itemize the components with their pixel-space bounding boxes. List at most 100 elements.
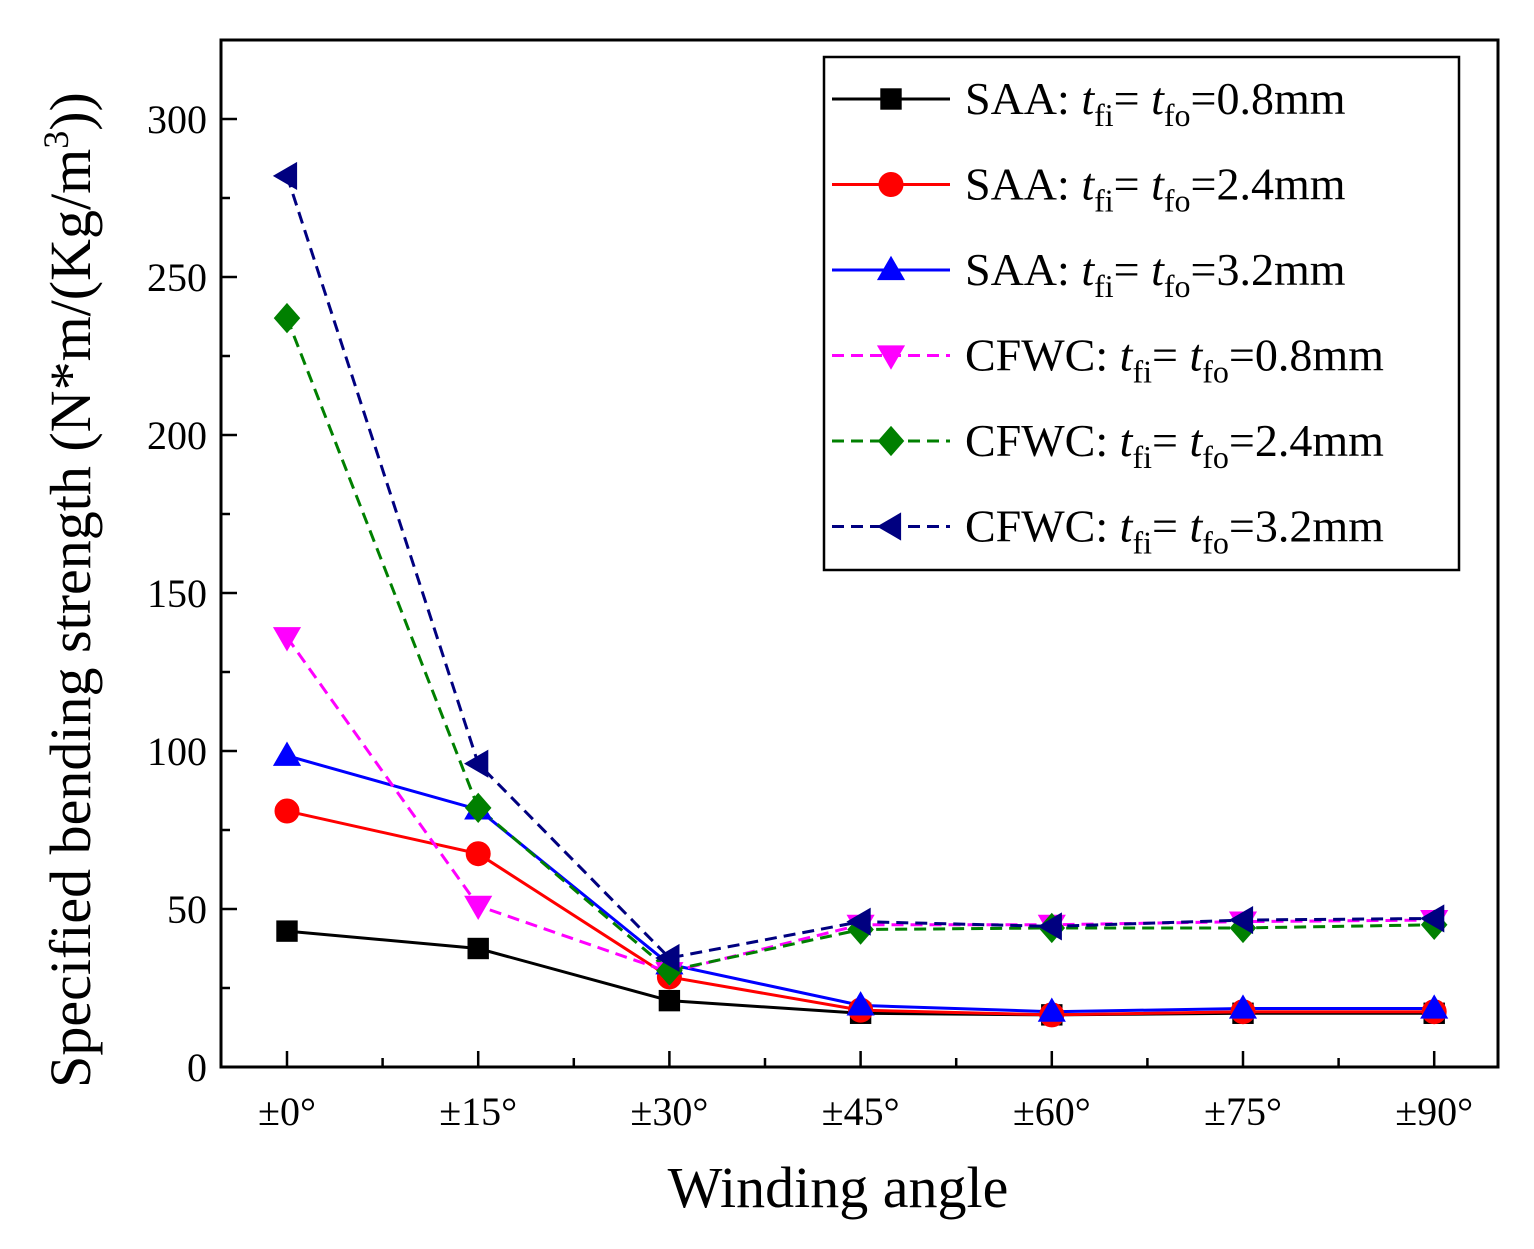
legend-label-part: fo xyxy=(1202,439,1229,475)
legend-label-2: SAA: tfi= tfo=2.4mm xyxy=(965,159,1346,219)
legend-marker-6 xyxy=(876,512,902,541)
legend-label-part: fo xyxy=(1164,183,1191,219)
y-tick-label: 100 xyxy=(147,729,207,774)
legend-label-part: SAA xyxy=(965,73,1057,124)
legend-label-part: CFWC xyxy=(965,330,1095,381)
legend-label-part: fi xyxy=(1132,525,1152,561)
data-point-series-5 xyxy=(273,302,301,334)
legend-label-part: =2.4mm xyxy=(1229,415,1384,466)
legend-label-part: = xyxy=(1152,415,1189,466)
legend-label-part: = xyxy=(1114,244,1151,295)
data-point-series-3 xyxy=(1037,997,1066,1022)
series-line-3 xyxy=(286,754,1435,1014)
legend-label-3: SAA: tfi= tfo=3.2mm xyxy=(965,244,1346,304)
legend-label-part: =3.2mm xyxy=(1229,501,1384,552)
legend-label-part: =3.2mm xyxy=(1191,244,1346,295)
legend-label-part: : xyxy=(1057,159,1081,210)
x-tick-label: ±60° xyxy=(1013,1089,1091,1134)
y-tick-label: 0 xyxy=(187,1045,207,1090)
legend-label-part: = xyxy=(1152,330,1189,381)
data-point-series-2 xyxy=(274,798,300,824)
x-tick-label: ±75° xyxy=(1204,1089,1282,1134)
data-point-series-6 xyxy=(846,907,871,936)
legend-label-part: t xyxy=(1189,501,1203,552)
y-axis-title-end: )) xyxy=(38,92,103,131)
legend-label-part: fi xyxy=(1094,268,1114,304)
x-tick-label: ±30° xyxy=(630,1089,708,1134)
data-point-series-3 xyxy=(272,741,302,766)
y-tick-label: 250 xyxy=(147,255,207,300)
legend-label-part: t xyxy=(1081,159,1095,210)
x-tick-label: ±15° xyxy=(439,1089,517,1134)
legend-label-part: = xyxy=(1152,501,1189,552)
legend-label-part: t xyxy=(1120,330,1134,381)
legend-label-part: : xyxy=(1095,330,1119,381)
legend-label-part: =0.8mm xyxy=(1229,330,1384,381)
legend-label-part: fo xyxy=(1164,97,1191,133)
data-point-series-1 xyxy=(276,920,298,942)
y-tick-label: 150 xyxy=(147,571,207,616)
data-point-series-3 xyxy=(1420,994,1449,1019)
legend-marker-5 xyxy=(877,425,905,457)
data-point-series-2 xyxy=(465,841,491,867)
data-point-series-6 xyxy=(1228,905,1254,935)
x-axis-title: Winding angle xyxy=(668,1155,1009,1220)
x-tick-label: ±45° xyxy=(822,1089,900,1134)
legend-label-part: t xyxy=(1081,73,1095,124)
y-tick-label: 50 xyxy=(167,887,207,932)
y-axis-title-superscript: 3 xyxy=(36,131,76,149)
legend-label-part: : xyxy=(1057,73,1081,124)
legend-label-part: =0.8mm xyxy=(1191,73,1346,124)
legend-label-part: fo xyxy=(1202,354,1229,390)
legend-label-part: SAA xyxy=(965,159,1057,210)
legend-box xyxy=(822,55,1461,572)
data-point-series-1 xyxy=(467,937,489,960)
legend-label-part: t xyxy=(1081,244,1095,295)
legend-label-part: t xyxy=(1151,73,1165,124)
data-point-series-3 xyxy=(846,991,875,1016)
legend-marker-4 xyxy=(876,345,906,370)
legend-label-part: =2.4mm xyxy=(1191,159,1346,210)
legend-label-part: t xyxy=(1151,244,1165,295)
legend-label-part: CFWC xyxy=(965,415,1095,466)
legend-marker-2 xyxy=(878,172,904,197)
data-point-series-6 xyxy=(1420,904,1445,933)
legend-label-part: t xyxy=(1189,415,1203,466)
legend-label-part: fi xyxy=(1094,97,1114,133)
x-tick-label: ±90° xyxy=(1395,1089,1473,1134)
legend-label-part: SAA xyxy=(965,244,1057,295)
data-point-series-1 xyxy=(658,989,681,1012)
data-point-series-3 xyxy=(1228,994,1258,1019)
series-markers xyxy=(272,161,1449,1028)
legend-label-part: fo xyxy=(1202,525,1229,561)
data-point-series-6 xyxy=(272,161,298,190)
legend-label-part: = xyxy=(1114,159,1151,210)
legend-label-part: : xyxy=(1095,501,1119,552)
data-point-series-6 xyxy=(464,749,489,778)
legend-marker-3 xyxy=(876,255,906,281)
data-point-series-4 xyxy=(272,627,302,652)
legend-label-part: fi xyxy=(1132,439,1152,475)
legend-label-part: = xyxy=(1114,73,1151,124)
legend-label-5: CFWC: tfi= tfo=2.4mm xyxy=(965,415,1384,475)
series-line-2 xyxy=(286,809,1435,1017)
y-tick-label: 200 xyxy=(147,413,207,458)
legend-label-part: : xyxy=(1095,415,1119,466)
y-axis-title: Specified bending strength (N*m/(Kg/m3)) xyxy=(36,92,103,1088)
legend-label-part: t xyxy=(1151,159,1165,210)
data-point-series-6 xyxy=(1037,912,1062,941)
legend-label-part: CFWC xyxy=(965,501,1095,552)
data-point-series-4 xyxy=(464,895,493,921)
legend-marker-1 xyxy=(880,88,902,110)
legend-label-6: CFWC: tfi= tfo=3.2mm xyxy=(965,501,1384,561)
legend-label-4: CFWC: tfi= tfo=0.8mm xyxy=(965,330,1384,390)
legend-label-part: : xyxy=(1057,244,1081,295)
data-point-series-6 xyxy=(655,943,680,973)
legend-label-part: t xyxy=(1189,330,1203,381)
legend-label-part: t xyxy=(1120,501,1134,552)
data-point-series-5 xyxy=(464,792,492,824)
